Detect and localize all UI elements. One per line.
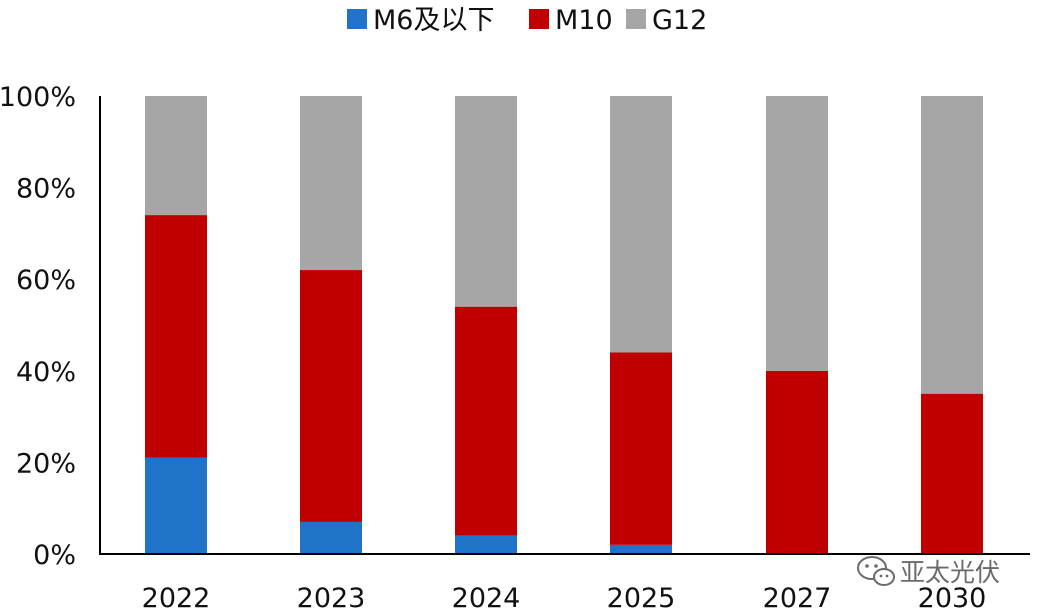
legend-swatch bbox=[529, 9, 549, 29]
y-tick-label: 80% bbox=[16, 174, 76, 205]
x-tick-label: 2024 bbox=[452, 583, 521, 614]
bar-2027-m10 bbox=[766, 370, 828, 554]
bar-2024-m10 bbox=[455, 306, 517, 536]
legend-label: M6及以下 bbox=[373, 5, 494, 36]
legend-swatch bbox=[347, 9, 367, 29]
legend-swatch bbox=[626, 9, 646, 29]
bar-2022-g12 bbox=[145, 96, 207, 216]
bar-2025-g12 bbox=[610, 96, 672, 353]
x-tick-label: 2030 bbox=[918, 583, 987, 614]
bar-2030-g12 bbox=[921, 96, 983, 394]
x-tick-label: 2025 bbox=[607, 583, 676, 614]
bar-2023-g12 bbox=[300, 96, 362, 271]
bars bbox=[145, 96, 983, 554]
watermark-text: 亚太光伏 bbox=[900, 558, 1000, 587]
legend-label: G12 bbox=[652, 5, 707, 36]
bar-2025-m6 bbox=[610, 544, 672, 554]
y-tick-label: 60% bbox=[16, 265, 76, 296]
axes bbox=[99, 96, 1030, 555]
bar-2024-m6 bbox=[455, 535, 517, 554]
bar-2024-g12 bbox=[455, 96, 517, 307]
wechat-icon bbox=[857, 556, 895, 586]
bar-2023-m10 bbox=[300, 270, 362, 522]
x-tick-label: 2023 bbox=[297, 583, 366, 614]
bar-2025-m10 bbox=[610, 352, 672, 545]
x-tick-label: 2027 bbox=[763, 583, 832, 614]
y-tick-labels: 0% 20% 40% 60% 80% 100% bbox=[0, 82, 76, 571]
bar-2023-m6 bbox=[300, 521, 362, 554]
bar-2027-g12 bbox=[766, 96, 828, 371]
legend: M6及以下 M10 G12 bbox=[347, 5, 707, 36]
bar-2022-m6 bbox=[145, 457, 207, 554]
x-tick-labels: 2022 2023 2024 2025 2027 2030 bbox=[142, 583, 987, 614]
bar-2022-m10 bbox=[145, 215, 207, 458]
y-tick-label: 0% bbox=[33, 540, 76, 571]
legend-label: M10 bbox=[555, 5, 613, 36]
bar-2030-m10 bbox=[921, 393, 983, 554]
watermark: 亚太光伏 bbox=[857, 556, 1000, 587]
y-tick-label: 20% bbox=[16, 448, 76, 479]
y-tick-label: 40% bbox=[16, 357, 76, 388]
x-tick-label: 2022 bbox=[142, 583, 211, 614]
y-tick-label: 100% bbox=[0, 82, 76, 113]
